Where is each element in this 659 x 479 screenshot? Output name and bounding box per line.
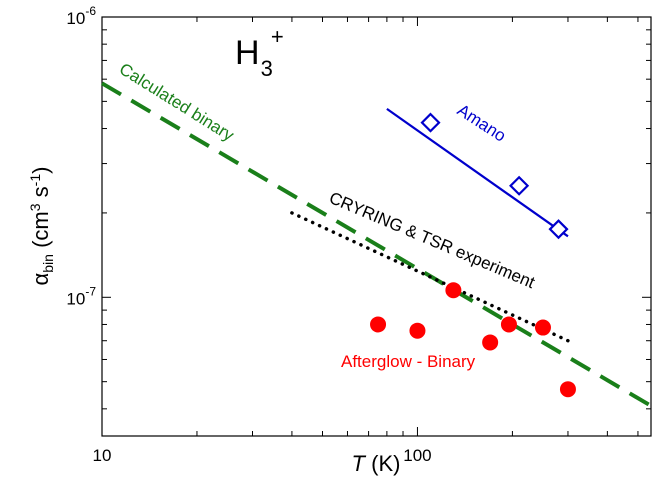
axis-tick-labels: 10 100 10-6 10-7 xyxy=(66,4,431,465)
y-tick-label: 10-7 xyxy=(66,284,96,308)
title-subscript: 3 xyxy=(261,56,273,81)
x-tick-label: 10 xyxy=(93,446,112,465)
y-axis-title: αbin (cm3 s-1) xyxy=(27,167,56,286)
data-point-afterglow-binary xyxy=(559,381,576,398)
y-axis-title-unit-open: (cm xyxy=(28,211,53,254)
plot-frame xyxy=(101,16,652,437)
y-axis-title-sup2: -1 xyxy=(27,174,43,187)
annotation-afterglow-binary: Afterglow - Binary xyxy=(341,352,476,371)
y-axis-title-mid: s xyxy=(28,186,53,203)
data-point-afterglow-binary xyxy=(500,316,517,333)
title-base: H xyxy=(235,34,260,72)
chart-title: H3 + xyxy=(235,24,284,81)
data-point-amano xyxy=(509,175,530,196)
axis-ticks xyxy=(101,16,651,436)
series-layer xyxy=(100,81,653,408)
series-line-calculated-binary xyxy=(100,81,653,408)
data-point-amano xyxy=(420,112,441,133)
y-axis-title-close: ) xyxy=(28,167,53,174)
series-line-cryring-tsr-experiment xyxy=(290,211,570,343)
x-axis-title: T (K) xyxy=(352,451,401,476)
x-axis-title-italic: T xyxy=(352,451,367,476)
title-superscript: + xyxy=(271,24,284,49)
data-point-amano xyxy=(548,219,569,240)
y-axis-title-sup1: 3 xyxy=(27,203,43,211)
y-tick-label: 10-6 xyxy=(66,4,96,28)
data-point-afterglow-binary xyxy=(482,334,499,351)
data-point-afterglow-binary xyxy=(409,322,426,339)
data-point-afterglow-binary xyxy=(370,316,387,333)
annotation-amano: Amano xyxy=(454,100,510,145)
x-axis-title-unit: (K) xyxy=(365,451,400,476)
x-tick-label: 100 xyxy=(403,446,431,465)
series-line-amano xyxy=(386,108,569,238)
data-point-afterglow-binary xyxy=(445,282,462,299)
y-axis-title-alpha: α xyxy=(28,272,53,285)
y-axis-title-sub: bin xyxy=(40,254,56,273)
data-point-afterglow-binary xyxy=(534,319,551,336)
